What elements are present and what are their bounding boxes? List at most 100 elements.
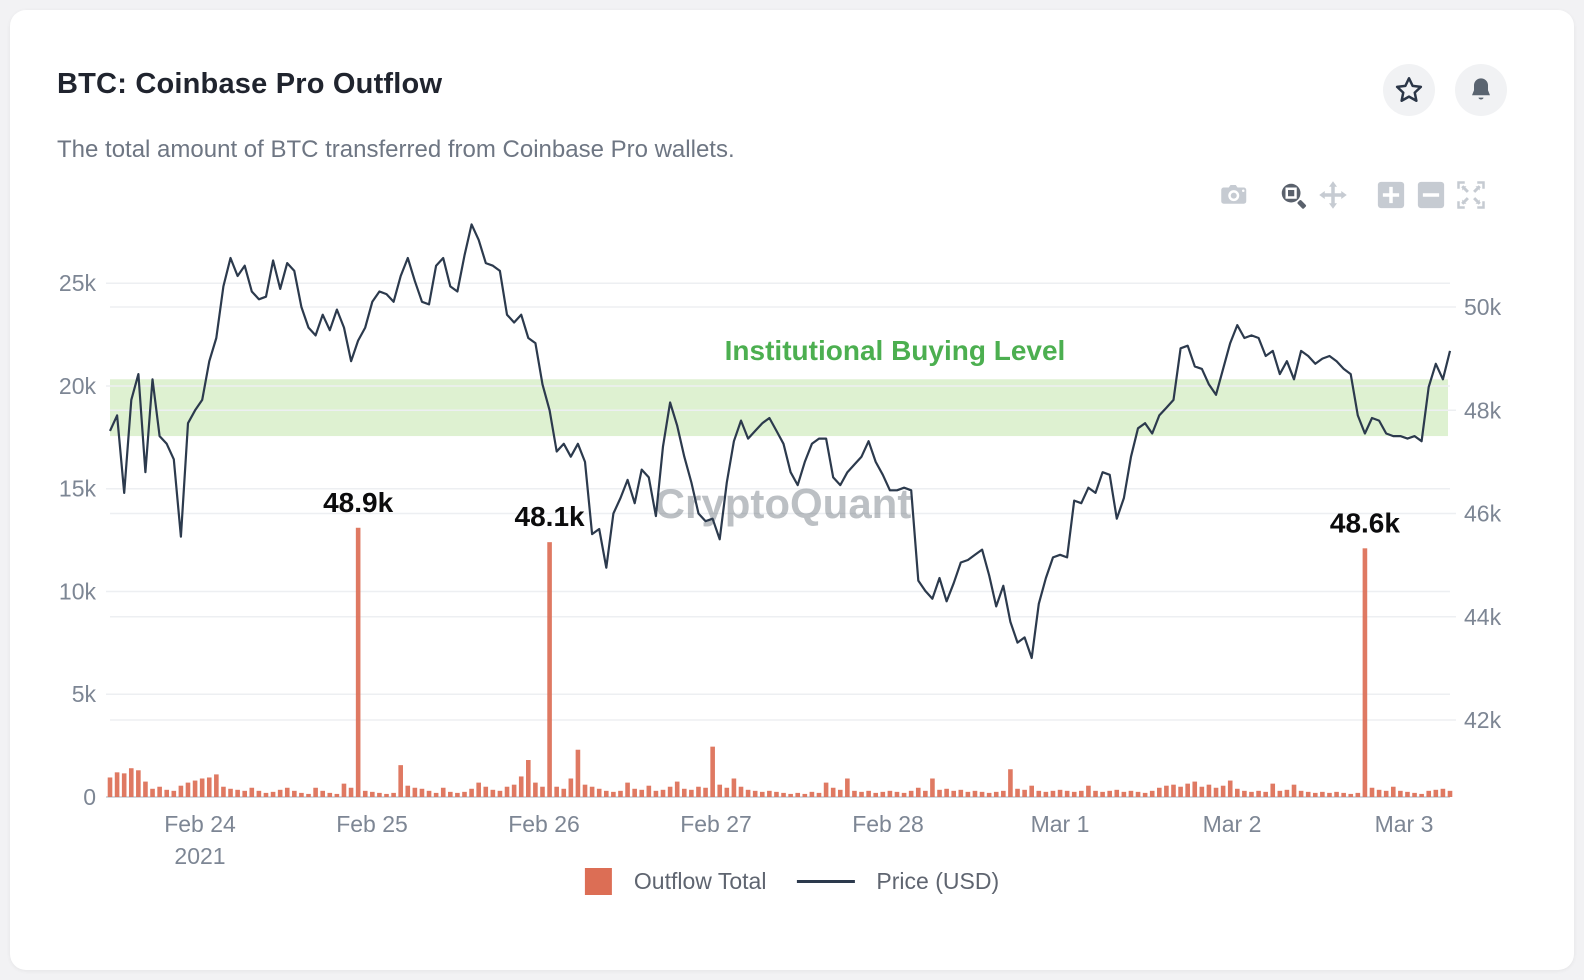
outflow-bar [504,786,510,797]
outflow-bar [1022,789,1027,797]
outflow-bar [837,789,843,797]
outflow-bar [660,789,666,797]
outflow-bar [1284,789,1290,797]
outflow-bar [284,787,290,797]
x-axis-tick-label: Mar 3 [1375,811,1434,837]
outflow-bar [377,792,382,797]
outflow-bar [639,789,645,797]
outflow-bar [398,765,403,797]
outflow-bar [1426,790,1432,797]
outflow-bar [299,792,304,797]
outflow-bar [1121,791,1127,797]
left-axis-tick-label: 0 [83,784,96,810]
left-axis-tick-label: 25k [59,270,97,296]
outflow-bar [738,786,744,797]
zoom-in-icon[interactable] [1376,180,1406,210]
outflow-bar [136,770,141,797]
outflow-bar [433,792,439,797]
outflow-bar [391,792,396,797]
outflow-bar [979,791,985,797]
outflow-bar [526,760,531,797]
autoscale-icon[interactable] [1456,180,1486,210]
outflow-bar [1405,791,1410,797]
outflow-bar [788,793,793,797]
outflow-bar [178,785,184,797]
pan-icon[interactable] [1318,180,1348,210]
outflow-bar [724,787,730,797]
chart-card: 0 5k 10k 15k 20k 25k 42k 44k 46k 48k 50k Feb 24 2021… [10,10,1574,970]
outflow-bar [256,790,262,797]
outflow-bar [1256,790,1261,797]
outflow-bar [292,790,297,797]
outflow-bar [696,786,701,797]
header-actions [1383,64,1507,116]
outflow-bar [887,790,893,797]
outflow-bar [781,792,786,797]
chart-legend: Outflow Total Price (USD) [584,868,999,895]
outflow-bar [1008,769,1013,797]
outflow-bar [511,784,517,797]
outflow-bar [214,774,219,797]
favorite-button[interactable] [1383,64,1435,116]
outflow-bar [1235,788,1240,797]
chart-canvas[interactable]: 0 5k 10k 15k 20k 25k 42k 44k 46k 48k 50k Feb 24 2021… [10,10,1574,970]
outflow-bar [1312,792,1318,797]
outflow-bar [1362,548,1368,797]
star-icon [1395,77,1423,102]
outflow-bar [731,778,737,797]
spike-annotation: 48.6k [1330,507,1400,538]
outflow-bar [362,790,368,797]
camera-icon[interactable] [1220,180,1250,210]
outflow-bar [206,777,212,797]
outflow-bar [1157,787,1162,797]
outflow-bar [689,789,694,797]
outflow-bar [809,791,815,797]
outflow-bar [370,791,375,797]
outflow-bar [185,782,191,797]
outflow-bar [1227,780,1233,797]
outflow-bar [568,778,574,797]
x-axis-year-label: 2021 [174,843,225,869]
outflow-bar [703,787,708,797]
outflow-bar [490,789,496,797]
notification-button[interactable] [1455,64,1507,116]
outflow-bar [164,789,170,797]
legend-item-price[interactable]: Price (USD) [796,868,999,895]
legend-item-outflow-total[interactable]: Outflow Total [584,868,766,895]
outflow-bar [540,786,545,797]
left-axis-tick-label: 20k [59,373,97,399]
outflow-bar [774,791,779,797]
cryptoquant-watermark: CryptoQuant [655,480,912,527]
outflow-bar [1071,791,1077,797]
outflow-bar [1390,786,1396,797]
outflow-bar [681,788,687,797]
outflow-bar [1447,790,1453,797]
outflow-bar [589,786,595,797]
box-zoom-icon[interactable] [1278,180,1308,210]
outflow-bar [1249,791,1254,797]
outflow-bar [157,786,162,797]
outflow-bar [277,789,283,797]
outflow-bar [1348,793,1354,797]
chart-subtitle: The total amount of BTC transferred from… [57,136,735,163]
outflow-bar [448,791,453,797]
outflow-bar [1171,784,1176,797]
outflow-bar [150,788,155,797]
outflow-bar [795,792,801,797]
outflow-bar [986,792,992,797]
outflow-bar [462,791,467,797]
outflow-bar [1291,784,1297,797]
outflow-bar [930,778,935,797]
outflow-bar [533,782,538,797]
outflow-bar [1242,790,1247,797]
outflow-bar [469,788,474,797]
outflow-bar [582,784,588,797]
spike-annotation: 48.9k [323,487,393,518]
outflow-bar [745,789,751,797]
outflow-bar [1128,790,1134,797]
outflow-bar [1341,792,1346,797]
outflow-bar [611,791,616,797]
zoom-out-icon[interactable] [1416,180,1446,210]
outflow-bar [816,792,822,797]
outflow-bar [320,790,325,797]
